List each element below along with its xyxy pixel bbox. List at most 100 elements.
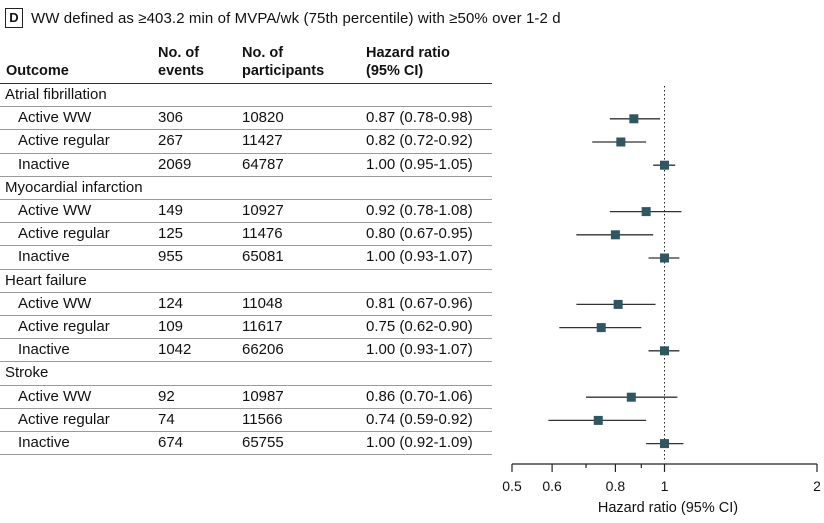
header-outcome: Outcome <box>6 63 69 79</box>
table-row: Active regular 267 11427 0.82 (0.72-0.92) <box>0 130 492 152</box>
events-cell: 109 <box>158 318 184 335</box>
table-row: Inactive 674 65755 1.00 (0.92-1.09) <box>0 432 492 454</box>
row-divider <box>0 407 492 409</box>
panel-title: WW defined as ≥403.2 min of MVPA/wk (75t… <box>31 9 561 27</box>
events-cell: 267 <box>158 132 184 150</box>
table-row: Active regular 109 11617 0.75 (0.62-0.90) <box>0 316 492 338</box>
hr-point-marker <box>660 160 669 170</box>
hr-point-marker <box>613 299 623 309</box>
row-divider <box>0 338 492 340</box>
x-tick-label: 0.8 <box>606 478 626 494</box>
events-cell: 149 <box>158 202 184 219</box>
events-cell: 125 <box>158 225 184 243</box>
hr-point-marker <box>660 253 669 263</box>
events-cell: 124 <box>158 294 184 312</box>
hazard-ratio-cell: 0.74 (0.59-0.92) <box>366 410 473 428</box>
hr-point-marker <box>641 207 651 217</box>
events-cell: 306 <box>158 109 184 127</box>
events-cell: 674 <box>158 434 184 451</box>
row-label: Active regular <box>18 318 110 335</box>
x-tick-label: 2 <box>813 478 821 494</box>
hazard-ratio-cell: 1.00 (0.93-1.07) <box>366 248 473 266</box>
table-row: Active WW 92 10987 0.86 (0.70-1.06) <box>0 386 492 408</box>
row-divider <box>0 152 492 154</box>
group-label: Atrial fibrillation <box>5 86 107 103</box>
hr-point-marker <box>660 439 669 449</box>
row-label: Inactive <box>18 155 70 173</box>
hazard-ratio-cell: 1.00 (0.95-1.05) <box>366 155 473 173</box>
events-cell: 1042 <box>158 341 192 359</box>
hr-point-marker <box>660 346 669 356</box>
forest-plot-marks <box>548 86 684 461</box>
participants-cell: 65755 <box>242 434 284 451</box>
row-divider <box>0 315 492 316</box>
table-row: Active WW 306 10820 0.87 (0.78-0.98) <box>0 107 492 129</box>
row-label: Active WW <box>18 294 92 312</box>
table-row: Active regular 125 11476 0.80 (0.67-0.95) <box>0 223 492 245</box>
participants-cell: 65081 <box>242 248 284 266</box>
table-row: Active WW 124 11048 0.81 (0.67-0.96) <box>0 293 492 315</box>
panel-letter: D <box>5 8 23 28</box>
x-tick-label: 0.5 <box>502 478 522 494</box>
row-divider <box>0 222 492 224</box>
row-divider <box>0 268 492 270</box>
hr-point-marker <box>610 230 620 240</box>
events-cell: 2069 <box>158 155 192 173</box>
participants-cell: 10987 <box>242 387 284 405</box>
hr-point-marker <box>616 137 626 147</box>
participants-cell: 66206 <box>242 341 284 359</box>
table-row: Inactive 955 65081 1.00 (0.93-1.07) <box>0 246 492 268</box>
events-cell: 92 <box>158 387 175 405</box>
row-divider <box>0 454 492 456</box>
row-label: Active regular <box>18 225 110 243</box>
hr-point-marker <box>626 392 636 402</box>
hr-point-marker <box>596 323 606 333</box>
table-row: Active WW 149 10927 0.92 (0.78-1.08) <box>0 200 492 222</box>
hazard-ratio-cell: 0.86 (0.70-1.06) <box>366 387 473 405</box>
row-label: Inactive <box>18 341 70 359</box>
row-divider <box>0 291 492 293</box>
events-cell: 955 <box>158 248 184 266</box>
group-label: Heart failure <box>5 271 87 289</box>
row-divider <box>0 245 492 247</box>
header-participants: No. of participants <box>242 45 325 79</box>
row-label: Active regular <box>18 410 110 428</box>
hazard-ratio-cell: 0.87 (0.78-0.98) <box>366 109 473 127</box>
table-row: Inactive 1042 66206 1.00 (0.93-1.07) <box>0 339 492 361</box>
group-heading-row: Myocardial infarction <box>0 177 492 199</box>
hazard-ratio-cell: 0.92 (0.78-1.08) <box>366 202 473 219</box>
x-axis-title: Hazard ratio (95% CI) <box>598 500 738 516</box>
hr-point-marker <box>593 415 603 425</box>
participants-cell: 11566 <box>242 410 283 428</box>
hazard-ratio-cell: 0.81 (0.67-0.96) <box>366 294 473 312</box>
row-label: Active WW <box>18 109 92 127</box>
row-label: Active WW <box>18 387 92 405</box>
row-label: Inactive <box>18 434 70 451</box>
hazard-ratio-cell: 0.75 (0.62-0.90) <box>366 318 473 335</box>
group-label: Stroke <box>5 364 49 382</box>
hr-point-marker <box>629 114 639 124</box>
x-tick-label: 1 <box>661 478 669 494</box>
group-heading-row: Heart failure <box>0 270 492 292</box>
x-tick-label: 0.6 <box>542 478 562 494</box>
hazard-ratio-cell: 1.00 (0.92-1.09) <box>366 434 473 451</box>
group-label: Myocardial infarction <box>5 178 143 196</box>
header-divider <box>0 83 492 85</box>
table-row: Active regular 74 11566 0.74 (0.59-0.92) <box>0 409 492 431</box>
x-axis: 0.5 0.6 0.8 1 2 <box>502 463 821 494</box>
row-divider <box>0 199 492 200</box>
group-heading-row: Stroke <box>0 362 492 384</box>
panel-header: D WW defined as ≥403.2 min of MVPA/wk (7… <box>5 7 561 29</box>
participants-cell: 10927 <box>242 202 284 219</box>
participants-cell: 11617 <box>242 318 283 335</box>
row-label: Active WW <box>18 202 92 219</box>
row-divider <box>0 129 492 131</box>
header-hazard-ratio: Hazard ratio (95% CI) <box>366 45 450 79</box>
participants-cell: 11427 <box>242 132 283 150</box>
hazard-ratio-cell: 0.82 (0.72-0.92) <box>366 132 473 150</box>
participants-cell: 10820 <box>242 109 284 127</box>
row-divider <box>0 431 492 432</box>
row-divider <box>0 361 492 363</box>
participants-cell: 11476 <box>242 225 283 243</box>
